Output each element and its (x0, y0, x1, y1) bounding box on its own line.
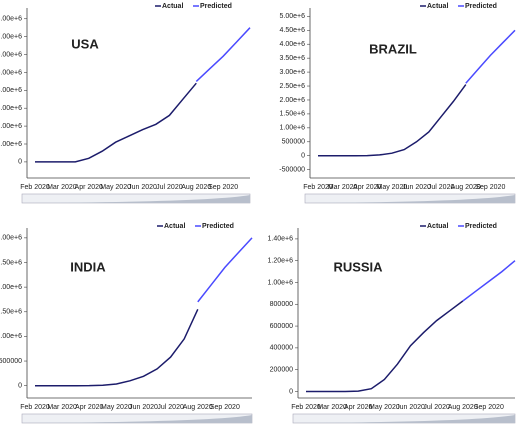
y-tick-label: 5.00e+6 (280, 13, 306, 20)
y-tick-label: 2.50e+6 (0, 259, 22, 266)
series-line (462, 260, 516, 302)
range-slider-preview (293, 415, 515, 423)
y-tick-label: 2.00e+6 (280, 97, 306, 104)
country-label: INDIA (70, 259, 106, 274)
y-tick-label: 5.00e+6 (0, 69, 22, 76)
y-tick-label: 4.00e+6 (0, 87, 22, 94)
y-tick-label: 4.50e+6 (280, 27, 306, 34)
x-tick-label: May 2020 (377, 184, 408, 191)
x-tick-label: Feb 2020 (291, 404, 321, 411)
y-tick-label: 3.00e+6 (0, 105, 22, 112)
legend-label: Actual (427, 3, 448, 10)
y-tick-label: 3.50e+6 (280, 55, 306, 62)
y-tick-label: 7.00e+6 (0, 33, 22, 40)
x-tick-label: Apr 2020 (353, 184, 382, 191)
y-tick-label: 200000 (270, 367, 293, 374)
y-tick-label: 3.00e+6 (0, 235, 22, 242)
y-tick-label: 500000 (0, 358, 22, 365)
country-label: BRAZIL (369, 41, 417, 56)
y-tick-label: 600000 (270, 323, 293, 330)
x-tick-label: Aug 2020 (448, 404, 478, 411)
x-tick-label: Sep 2020 (210, 404, 240, 411)
series-line (465, 29, 516, 84)
y-tick-label: 3.00e+6 (280, 69, 306, 76)
series-line (35, 308, 199, 387)
y-tick-label: 500000 (282, 139, 305, 146)
y-tick-label: 1.00e+6 (280, 125, 306, 132)
y-tick-label: 2.50e+6 (280, 83, 306, 90)
x-tick-label: Aug 2020 (183, 404, 213, 411)
legend-label: Actual (162, 3, 183, 10)
x-tick-label: Feb 2020 (303, 184, 333, 191)
x-tick-label: Mar 2020 (317, 404, 347, 411)
y-tick-label: 6.00e+6 (0, 51, 22, 58)
x-tick-label: Aug 2020 (451, 184, 481, 191)
series-line (197, 237, 253, 303)
y-tick-label: 1.00e+6 (268, 279, 294, 286)
x-tick-label: May 2020 (101, 404, 132, 411)
x-tick-label: Sep 2020 (208, 184, 238, 191)
y-tick-label: 2.00e+6 (0, 284, 22, 291)
y-tick-label: 0 (289, 388, 293, 395)
range-slider-preview (305, 195, 515, 203)
y-tick-label: 1.50e+6 (280, 111, 306, 118)
x-tick-label: Jul 2020 (423, 404, 450, 411)
series-line (306, 300, 464, 393)
x-tick-label: May 2020 (100, 184, 131, 191)
y-tick-label: 8.00e+6 (0, 16, 22, 23)
x-tick-label: Feb 2020 (20, 404, 50, 411)
y-tick-label: 1.00e+6 (0, 141, 22, 148)
legend-label: Predicted (465, 3, 497, 10)
series-line (318, 84, 467, 157)
x-tick-label: Mar 2020 (328, 184, 358, 191)
x-tick-label: Jun 2020 (129, 404, 158, 411)
y-tick-label: 400000 (270, 345, 293, 352)
y-tick-label: 4.00e+6 (280, 41, 306, 48)
x-tick-label: Sep 2020 (474, 404, 504, 411)
x-tick-label: Sep 2020 (475, 184, 505, 191)
x-tick-label: May 2020 (369, 404, 400, 411)
y-tick-label: 1.00e+6 (0, 333, 22, 340)
y-tick-label: 800000 (270, 301, 293, 308)
legend-label: Predicted (202, 223, 234, 230)
range-slider-preview (22, 415, 252, 423)
range-slider-preview (22, 195, 250, 203)
y-tick-label: 0 (18, 159, 22, 166)
x-tick-label: Apr 2020 (75, 404, 104, 411)
x-tick-label: Feb 2020 (20, 184, 50, 191)
x-tick-label: Jul 2020 (157, 404, 184, 411)
x-tick-label: Aug 2020 (181, 184, 211, 191)
x-tick-label: Apr 2020 (75, 184, 104, 191)
y-tick-label: 1.50e+6 (0, 309, 22, 316)
y-tick-label: 0 (301, 153, 305, 160)
x-tick-label: Jul 2020 (428, 184, 455, 191)
legend-label: Actual (164, 223, 185, 230)
legend-label: Predicted (465, 223, 497, 230)
series-line (195, 27, 251, 82)
country-label: USA (71, 36, 99, 51)
x-tick-label: Jun 2020 (128, 184, 157, 191)
legend-label: Actual (427, 223, 448, 230)
country-label: RUSSIA (333, 259, 383, 274)
y-tick-label: 1.20e+6 (268, 258, 294, 265)
y-tick-label: 0 (18, 383, 22, 390)
legend-label: Predicted (200, 3, 232, 10)
y-tick-label: 2.00e+6 (0, 123, 22, 130)
x-tick-label: Mar 2020 (47, 184, 77, 191)
x-tick-label: Jun 2020 (396, 404, 425, 411)
y-tick-label: -500000 (279, 166, 305, 173)
y-tick-label: 1.40e+6 (268, 236, 294, 243)
x-tick-label: Jun 2020 (402, 184, 431, 191)
x-tick-label: Mar 2020 (47, 404, 77, 411)
x-tick-label: Jul 2020 (156, 184, 183, 191)
x-tick-label: Apr 2020 (344, 404, 373, 411)
series-line (35, 82, 197, 163)
